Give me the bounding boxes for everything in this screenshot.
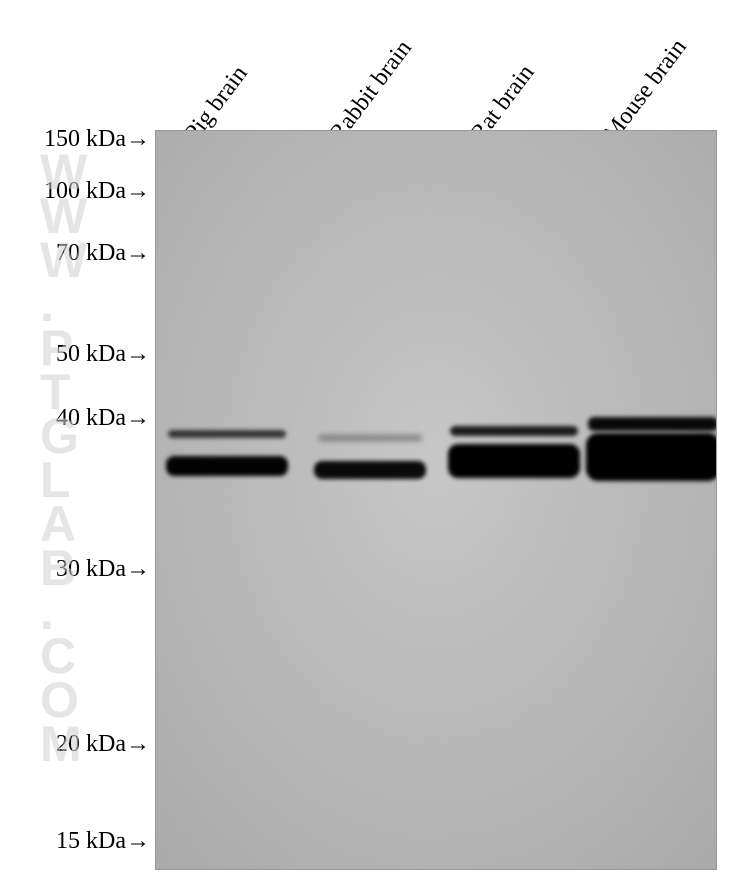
protein-band [166,456,288,476]
mw-label: 15 kDa→ [0,828,150,855]
watermark-char: O [40,678,88,722]
blot-membrane [155,130,717,870]
mw-label: 150 kDa→ [0,126,150,153]
mw-label: 20 kDa→ [0,731,150,758]
protein-band [588,417,717,431]
mw-label: 40 kDa→ [0,405,150,432]
lane-labels-group: Pig brainRabbit brainRat brainMouse brai… [0,0,740,130]
watermark-char: . [40,590,88,634]
protein-band [448,444,580,478]
mw-label: 30 kDa→ [0,556,150,583]
protein-band [168,430,286,438]
mw-label: 100 kDa→ [0,178,150,205]
blot-bg-svg [156,131,716,869]
watermark-char: C [40,634,88,678]
watermark-char: A [40,502,88,546]
figure-container: Pig brainRabbit brainRat brainMouse brai… [0,0,740,890]
protein-band [318,435,422,441]
mw-label: 70 kDa→ [0,240,150,267]
mw-label: 50 kDa→ [0,341,150,368]
protein-band [450,426,578,436]
blot-background [156,131,716,869]
protein-band [586,433,717,481]
watermark-char: L [40,458,88,502]
watermark-char: . [40,282,88,326]
protein-band [314,461,426,479]
